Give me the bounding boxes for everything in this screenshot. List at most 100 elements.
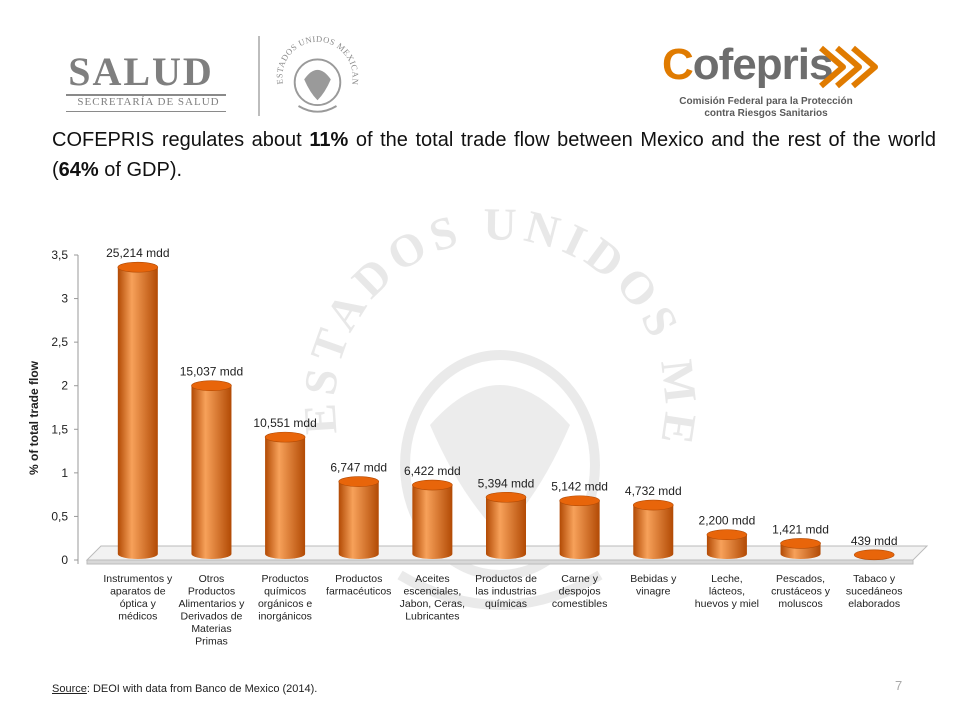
source-label: Source	[52, 683, 87, 695]
salud-logo: SALUD SECRETARÍA DE SALUD	[66, 42, 236, 112]
category-label-line: médicos	[118, 611, 157, 623]
headline-text-3: of GDP).	[98, 159, 183, 181]
source-note: Source: DEOI with data from Banco de Mex…	[52, 683, 317, 695]
bar-body	[338, 481, 379, 559]
bar	[780, 538, 821, 559]
category-label-line: Carne y	[561, 573, 599, 585]
mexico-seal-icon: ESTADOS UNIDOS MEXICANOS	[270, 30, 360, 113]
category-label-line: Derivados de	[181, 611, 243, 623]
bar-top	[191, 380, 232, 392]
bar	[338, 476, 380, 559]
category-label-line: Pescados,	[776, 573, 825, 585]
category-label-line: Leche,	[711, 573, 743, 585]
cofepris-subtitle-line2: contra Riesgos Sanitarios	[704, 108, 828, 119]
bar	[632, 499, 674, 559]
category-label-line: Productos de	[475, 573, 537, 585]
bar-body	[412, 485, 453, 559]
category-label-line: huevos y miel	[695, 598, 759, 610]
bar-top	[117, 261, 159, 273]
category-label-line: Instrumentos y	[103, 573, 173, 585]
salud-logo-word: SALUD	[68, 49, 214, 94]
bar	[853, 549, 895, 561]
bar	[412, 479, 453, 559]
bar-top	[485, 491, 527, 503]
category-label-line: las industrias	[475, 586, 536, 598]
category-label-line: Tabaco y	[853, 573, 896, 585]
header: SALUD SECRETARÍA DE SALUD ESTADOS UNIDOS…	[0, 0, 960, 125]
category-label-line: despojos	[559, 586, 601, 598]
data-label: 2,200 mdd	[699, 514, 756, 528]
category-label-line: inorgánicos	[258, 611, 312, 623]
bar-body	[706, 534, 747, 559]
category-label-line: Lubricantes	[405, 611, 459, 623]
cofepris-subtitle-line1: Comisión Federal para la Protección	[679, 96, 853, 107]
category-label-line: lácteos,	[709, 586, 745, 598]
y-tick-label: 1	[61, 466, 68, 480]
category-label: Pescados, crustáceos y moluscos	[771, 573, 831, 610]
category-label: Productos químicos orgánicos e inorgánicos	[258, 573, 312, 623]
category-label-line: Primas	[195, 636, 228, 648]
chart-floor-edge	[86, 559, 914, 565]
category-label: Tabaco y sucedáneos elaborados	[846, 573, 903, 610]
bar	[485, 491, 527, 559]
bar-body	[117, 267, 158, 559]
category-label-line: Alimentarios y	[178, 598, 245, 610]
y-tick-label: 1,5	[51, 422, 68, 436]
salud-logo-rule	[66, 94, 226, 96]
category-label: Bebidas y vinagre	[630, 573, 677, 598]
bar-body	[265, 437, 306, 559]
category-label-line: escenciales,	[403, 586, 461, 598]
data-label: 25,214 mdd	[106, 246, 169, 260]
category-label-line: Productos	[335, 573, 382, 585]
slide-headline: COFEPRIS regulates about 11% of the tota…	[52, 125, 936, 185]
headline-bold-2: 64%	[58, 159, 99, 181]
category-label-line: comestibles	[552, 598, 607, 610]
bar-top	[632, 499, 674, 511]
category-label-line: químicas	[485, 598, 527, 610]
data-label: 439 mdd	[851, 534, 898, 548]
bar-top	[264, 431, 306, 443]
category-label-line: elaborados	[848, 598, 900, 610]
bar-top	[853, 549, 895, 561]
category-label-line: Otros	[199, 573, 225, 585]
bar	[559, 495, 600, 559]
category-label-line: Materias	[191, 623, 231, 635]
category-label-line: Bebidas y	[630, 573, 677, 585]
category-label: Aceites escenciales, Jabon, Ceras, Lubrican…	[400, 573, 465, 623]
data-label: 15,037 mdd	[180, 365, 243, 379]
page-number: 7	[895, 678, 903, 693]
data-label: 4,732 mdd	[625, 484, 682, 498]
cofepris-logo-word: Cofepris	[662, 40, 834, 90]
y-tick-label: 3,5	[51, 248, 68, 262]
category-label-line: Productos	[261, 573, 308, 585]
bar-body	[486, 497, 526, 559]
data-label: 1,421 mdd	[772, 522, 829, 536]
bar	[706, 529, 748, 559]
bar	[264, 431, 306, 559]
category-label-line: Aceites	[415, 573, 449, 585]
category-label-line: óptica y	[120, 598, 157, 610]
y-tick-label: 0	[61, 553, 68, 567]
data-label: 10,551 mdd	[253, 416, 316, 430]
bar	[191, 380, 232, 559]
data-label: 5,394 mdd	[478, 476, 535, 490]
bar-top	[559, 495, 600, 507]
bar-top	[706, 529, 748, 541]
category-label-line: químicos	[264, 586, 306, 598]
bar-top	[780, 538, 821, 549]
y-axis-label: % of total trade flow	[27, 360, 41, 475]
bar-top	[338, 476, 380, 487]
category-label-line: aparatos de	[110, 586, 166, 598]
headline-text-2: of the total trade flow between Mexico a…	[52, 129, 936, 181]
category-label-line: Jabon, Ceras,	[400, 598, 465, 610]
y-tick-label: 3	[61, 292, 68, 306]
category-label: Productos farmacéuticos	[326, 573, 391, 598]
cofepris-arrows-icon	[819, 45, 878, 89]
header-divider	[258, 36, 260, 116]
cofepris-logo-rest: ofepris	[692, 40, 834, 89]
source-text: : DEOI with data from Banco de Mexico (2…	[86, 683, 318, 695]
bar-body	[559, 500, 600, 559]
category-label: Leche, lácteos, huevos y miel	[695, 573, 759, 610]
category-label: Carne y despojos comestibles	[552, 573, 607, 610]
